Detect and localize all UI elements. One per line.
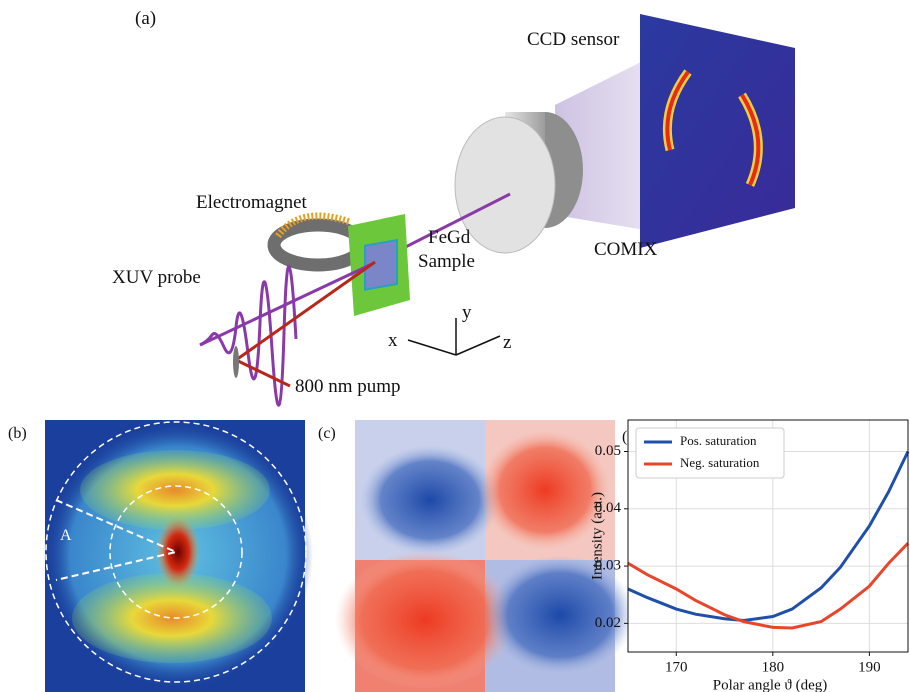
axis-label: y: [462, 302, 472, 323]
axis-label: z: [503, 332, 511, 353]
lobe: [80, 450, 270, 530]
lobe: [480, 430, 610, 550]
label: CCD sensor: [527, 29, 620, 50]
ccd-ring: [740, 93, 761, 186]
legend-label: Neg. saturation: [680, 455, 760, 470]
panel-b: (b) A: [8, 420, 313, 692]
chart: (d) Polar angle ϑ (deg) Intensity (a.u.)…: [589, 419, 910, 692]
line: [627, 450, 910, 623]
y-axis-label: Intensity (a.u.): [589, 492, 605, 580]
diagram: (a) CCD sensor COMIX Electromagnet FeGd …: [112, 8, 795, 407]
circle: [45, 421, 307, 683]
panel-label: (a): [135, 8, 156, 29]
x-tick-label: 180: [762, 659, 785, 675]
label: XUV probe: [112, 267, 201, 288]
panel-label: (c): [318, 425, 336, 442]
ccd-ring: [665, 70, 690, 151]
xuv-wave: [199, 265, 298, 407]
lobe: [335, 550, 515, 690]
coil: [275, 212, 352, 239]
x-tick-label: 190: [858, 659, 881, 675]
panel-c: (c): [318, 420, 635, 692]
sector-label: A: [60, 527, 72, 544]
ccd-plane: [640, 14, 795, 248]
y-tick-label: 0.03: [595, 558, 621, 574]
legend-label: Pos. saturation: [680, 433, 757, 448]
panel-label: (b): [8, 425, 27, 442]
circle: [109, 485, 243, 619]
x-tick-label: 170: [665, 659, 688, 675]
label: FeGd: [428, 227, 471, 248]
axis-label: x: [388, 330, 398, 351]
label: 800 nm pump: [295, 376, 401, 397]
x-axis-label: Polar angle ϑ (deg): [713, 677, 827, 692]
comix-front: [454, 116, 556, 254]
sector: [55, 499, 180, 581]
core: [156, 516, 200, 588]
label: Electromagnet: [196, 192, 308, 213]
y-tick-label: 0.02: [595, 615, 621, 631]
label: COMIX: [594, 239, 658, 260]
line: [627, 542, 910, 630]
frame: [627, 419, 909, 653]
y-tick-label: 0.05: [595, 443, 621, 459]
legend: [635, 427, 785, 479]
mirror: [233, 346, 239, 378]
axes: [407, 318, 501, 356]
label: Sample: [418, 251, 475, 272]
lobe: [485, 555, 635, 675]
lobe: [360, 445, 500, 555]
y-tick-label: 0.04: [595, 500, 622, 516]
lobe: [72, 573, 272, 663]
